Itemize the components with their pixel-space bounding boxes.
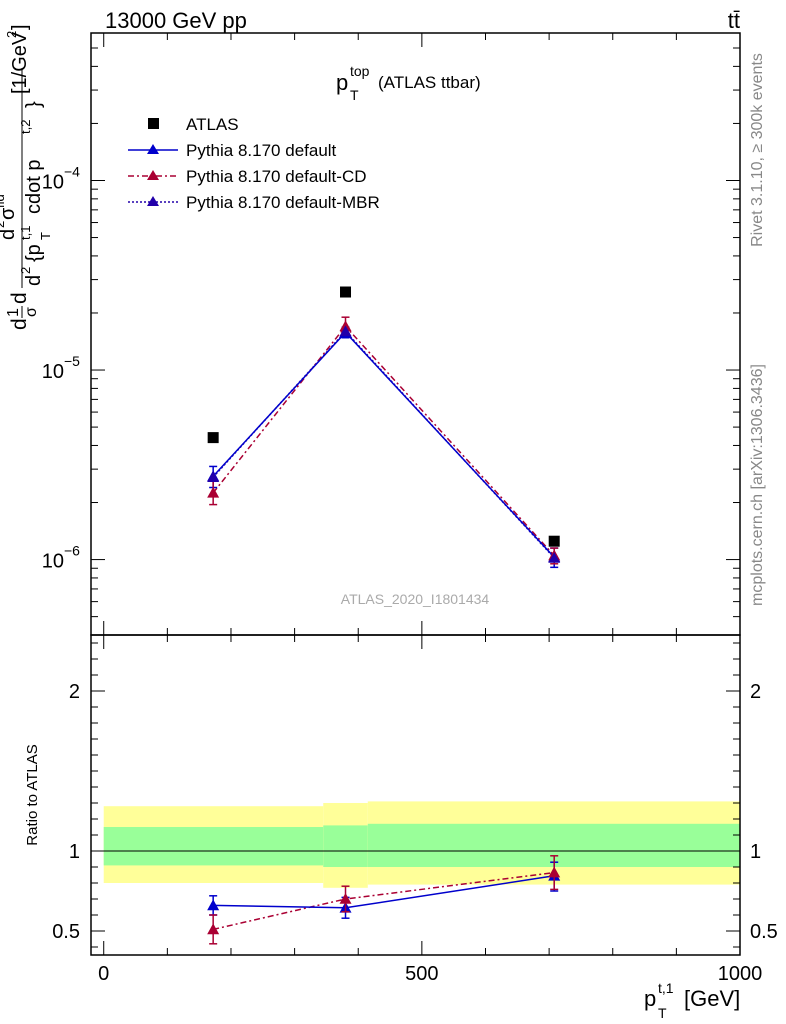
ratio-xtick-label: 1000 xyxy=(718,963,763,985)
legend-mbr-label: Pythia 8.170 default-MBR xyxy=(186,193,380,212)
main-ytick-label: 10 −5 xyxy=(42,353,80,383)
ylabel-den-body: {p xyxy=(23,244,45,262)
xlabel-sub: T xyxy=(658,1005,667,1021)
ylabel-units: [1/GeV xyxy=(9,31,31,94)
legend-cd-label: Pythia 8.170 default-CD xyxy=(186,167,367,186)
point-pythia-8170-default-mbr xyxy=(339,325,352,337)
plot-title: p top T (ATLAS ttbar) xyxy=(336,63,481,103)
series-line-pythia-8.170-default-cd xyxy=(212,325,555,557)
analysis-id-label: ATLAS_2020_I1801434 xyxy=(341,591,490,607)
ylabel-den-sup2: t,1 xyxy=(18,226,33,240)
ratio-xtick-label: 0 xyxy=(98,963,109,985)
point-atlas xyxy=(548,535,560,547)
point-pythia-8170-default-mbr xyxy=(207,471,220,483)
xlabel: p t,1 T [GeV] xyxy=(644,980,740,1021)
ylabel-den-sup: 2 xyxy=(18,267,33,274)
ylabel-den-close: } xyxy=(23,101,45,108)
ylabel-frac-den: σ xyxy=(23,307,40,317)
legend-atlas-marker xyxy=(148,118,159,129)
legend: ATLAS Pythia 8.170 default Pythia 8.170 … xyxy=(128,115,380,212)
plot-title-sub: T xyxy=(350,87,359,103)
ylabel-units-close: ] xyxy=(9,24,31,30)
xlabel-units: [GeV] xyxy=(684,986,740,1011)
ratio-point-pythia-8170-default-cd xyxy=(339,893,352,904)
xlabel-p: p xyxy=(644,986,656,1011)
main-ytick-label-exp: −5 xyxy=(64,353,80,369)
ylabel-den-d: d xyxy=(23,275,45,286)
main-ytick-label: 10 −6 xyxy=(42,543,80,573)
main-axis-ticks: 10−610−510−4 xyxy=(42,33,741,636)
legend-mbr-marker xyxy=(147,196,159,206)
plot-title-sup: top xyxy=(350,63,370,79)
ylabel-units-sup: 2 xyxy=(4,31,19,38)
ratio-point-pythia-8170-default-cd xyxy=(548,866,561,878)
ylabel-den-sup3: t,2 xyxy=(18,120,33,134)
header-energy-label: 13000 GeV pp xyxy=(105,8,247,33)
plot-title-p: p xyxy=(336,70,348,95)
mcplots-label: mcplots.cern.ch [arXiv:1306.3436] xyxy=(749,364,766,606)
point-pythia-8170-default-cd xyxy=(207,486,220,498)
point-atlas xyxy=(207,432,219,444)
main-ytick-label-base: 10 xyxy=(42,171,64,193)
band-green xyxy=(103,827,324,866)
header-process-label: tt̄ xyxy=(728,8,740,33)
ylabel-num-d: d xyxy=(0,229,19,240)
main-ytick-label: 10 −4 xyxy=(42,163,80,193)
ratio-point-pythia-8170-default-cd xyxy=(207,923,220,935)
ratio-ytick-label-left: 1 xyxy=(69,841,80,863)
ratio-ytick-label-left: 2 xyxy=(69,681,80,703)
series-line-pythia-8.170-default-mbr xyxy=(212,330,555,559)
ratio-panel: 0.5 0.5 1 1 2 2 0 500 1000 Ratio to ATLAS p t,1 … xyxy=(24,634,778,1021)
ylabel-num-sup: 2 xyxy=(0,221,7,228)
ylabel-num-sigma-sup: fid xyxy=(0,194,7,208)
main-ytick-label-base: 10 xyxy=(42,551,64,573)
ratio-point-pythia-8170-default xyxy=(207,899,220,911)
ylabel-frac-num: 1 xyxy=(5,308,22,317)
ratio-ytick-label-right: 2 xyxy=(750,681,761,703)
plot-title-rest: (ATLAS ttbar) xyxy=(378,73,481,92)
ylabel-num-sigma: σ xyxy=(0,207,19,220)
ylabel-den-mid: cdot p xyxy=(23,160,45,214)
main-ytick-label-exp: −6 xyxy=(64,543,80,559)
ylabel-den-sub: T xyxy=(38,232,53,240)
ratio-ytick-label-right: 0.5 xyxy=(750,921,778,943)
ratio-ylabel: Ratio to ATLAS xyxy=(24,744,41,845)
legend-cd-marker xyxy=(147,170,159,180)
ratio-ytick-label-left: 0.5 xyxy=(52,921,80,943)
main-ytick-label-exp: −4 xyxy=(64,163,80,179)
xlabel-sup: t,1 xyxy=(658,980,674,996)
point-pythia-8170-default-mbr xyxy=(548,551,561,563)
rivet-version-label: Rivet 3.1.10, ≥ 300k events xyxy=(749,53,766,247)
ylabel-d2: d xyxy=(8,292,31,304)
ratio-data-marks xyxy=(207,855,561,945)
legend-default-marker xyxy=(147,144,159,154)
legend-default-label: Pythia 8.170 default xyxy=(186,141,337,160)
series-line-pythia-8.170-default xyxy=(212,331,555,558)
legend-atlas-label: ATLAS xyxy=(186,115,239,134)
ratio-axis-ticks: 0.5 0.5 1 1 2 2 0 500 1000 xyxy=(52,635,778,985)
main-ylabel: d 1 σ d d 2 σ fid d 2 {p T t,1 cdot p t,… xyxy=(0,24,53,330)
point-atlas xyxy=(340,286,352,298)
band-green xyxy=(323,825,368,867)
ratio-uncertainty-bands xyxy=(103,801,740,888)
ratio-plot-frame xyxy=(90,634,741,956)
main-panel: 10−610−510−4 p top T (ATLAS ttbar) ATLAS… xyxy=(42,32,741,636)
ratio-xtick-label: 500 xyxy=(405,963,438,985)
ratio-ytick-label-right: 1 xyxy=(750,841,761,863)
main-ytick-label-base: 10 xyxy=(42,361,64,383)
main-data-marks xyxy=(207,286,561,569)
ylabel-d: d xyxy=(8,318,31,330)
